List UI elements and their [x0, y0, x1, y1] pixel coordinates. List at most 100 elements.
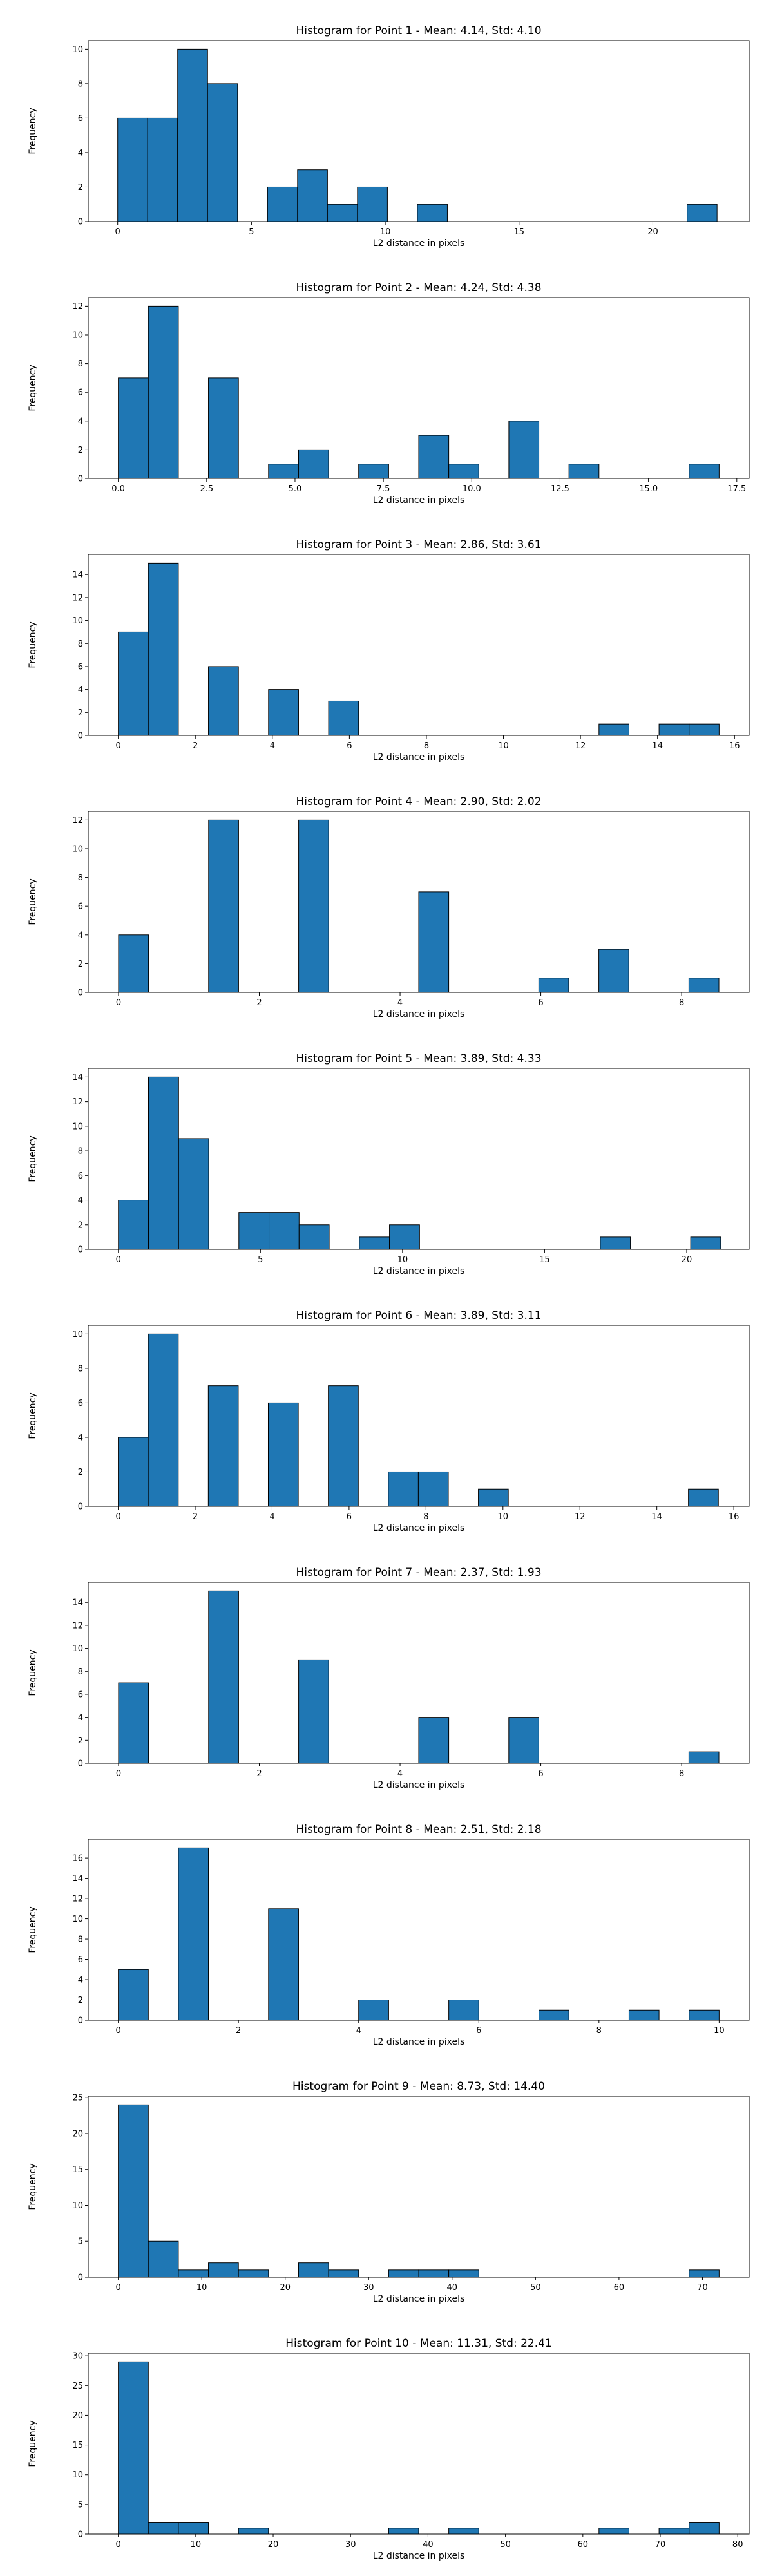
histogram-bar — [417, 204, 448, 222]
x-tick-label: 12 — [575, 1512, 586, 1522]
x-tick-label: 30 — [345, 2540, 356, 2550]
histogram-bar — [478, 1488, 509, 1507]
histogram-bar — [208, 666, 239, 736]
y-axis-label: Frequency — [28, 2163, 38, 2210]
histogram-bar — [298, 819, 329, 993]
y-tick-label: 6 — [78, 902, 83, 912]
histogram-bar — [238, 2528, 269, 2535]
x-tick-label: 0 — [115, 2283, 120, 2293]
x-tick-label: 2 — [256, 998, 262, 1008]
histogram-bar — [448, 2528, 479, 2535]
x-tick-label: 4 — [397, 1769, 403, 1779]
y-tick-label: 20 — [72, 2129, 83, 2139]
chart-panel-10: Histogram for Point 10 - Mean: 11.31, St… — [28, 2337, 750, 2561]
y-tick-label: 5 — [78, 2237, 83, 2247]
x-axis-label: L2 distance in pixels — [373, 495, 465, 506]
y-tick-label: 4 — [78, 417, 83, 426]
y-tick-label: 8 — [78, 79, 83, 89]
x-tick-label: 40 — [423, 2540, 434, 2550]
histogram-bar — [689, 464, 720, 479]
x-tick-label: 0 — [116, 998, 121, 1008]
plot-frame — [88, 1325, 750, 1507]
y-tick-label: 10 — [72, 2470, 83, 2480]
histogram-bar — [448, 2000, 479, 2021]
histogram-bar — [357, 186, 388, 222]
x-tick-label: 4 — [397, 998, 403, 1008]
histogram-bar — [207, 83, 238, 222]
histogram-bar — [598, 2528, 629, 2535]
chart-title: Histogram for Point 4 - Mean: 2.90, Std:… — [296, 795, 541, 808]
histogram-bar — [118, 1969, 149, 2021]
y-tick-label: 12 — [72, 1097, 83, 1107]
y-tick-label: 8 — [78, 873, 83, 883]
histogram-bar — [388, 2528, 419, 2535]
y-tick-label: 10 — [72, 616, 83, 626]
histogram-bar — [448, 464, 479, 479]
x-tick-label: 6 — [476, 2026, 481, 2036]
y-tick-label: 6 — [78, 1955, 83, 1965]
x-tick-label: 20 — [647, 227, 658, 237]
x-tick-label: 2.5 — [200, 484, 213, 494]
histogram-bar — [538, 978, 569, 993]
y-tick-label: 2 — [78, 1220, 83, 1230]
x-tick-label: 2 — [236, 2026, 241, 2036]
chart-title: Histogram for Point 9 - Mean: 8.73, Std:… — [292, 2080, 545, 2093]
y-tick-label: 8 — [78, 639, 83, 649]
histogram-bar — [267, 1402, 299, 1507]
x-tick-label: 5 — [258, 1255, 263, 1265]
y-tick-label: 15 — [72, 2165, 83, 2175]
y-tick-label: 25 — [72, 2382, 83, 2391]
histogram-bar — [328, 1385, 359, 1507]
histogram-bar — [690, 1236, 721, 1250]
x-tick-label: 0 — [115, 741, 120, 751]
x-tick-label: 10 — [380, 227, 391, 237]
x-tick-label: 70 — [655, 2540, 666, 2550]
chart-panel-5: Histogram for Point 5 - Mean: 3.89, Std:… — [28, 1052, 750, 1276]
histogram-bar — [600, 1236, 631, 1250]
histogram-bar — [118, 631, 149, 736]
y-axis-label: Frequency — [28, 108, 38, 154]
y-tick-label: 5 — [78, 2500, 83, 2510]
y-tick-label: 0 — [78, 2530, 83, 2540]
histogram-bar — [688, 978, 720, 993]
x-tick-label: 16 — [729, 741, 740, 751]
chart-panel-3: Histogram for Point 3 - Mean: 2.86, Std:… — [28, 538, 750, 762]
y-tick-label: 6 — [78, 662, 83, 672]
y-tick-label: 6 — [78, 114, 83, 124]
chart-panel-9: Histogram for Point 9 - Mean: 8.73, Std:… — [28, 2080, 750, 2304]
chart-panel-2: Histogram for Point 2 - Mean: 4.24, Std:… — [28, 281, 750, 506]
y-tick-label: 30 — [72, 2352, 83, 2362]
y-tick-label: 15 — [72, 2441, 83, 2450]
chart-title: Histogram for Point 8 - Mean: 2.51, Std:… — [296, 1823, 541, 1836]
histogram-bar — [148, 1076, 179, 1250]
y-tick-label: 0 — [78, 989, 83, 998]
y-axis-label: Frequency — [28, 1392, 38, 1439]
histogram-bar — [118, 1682, 149, 1764]
x-tick-label: 14 — [652, 741, 663, 751]
histogram-bar — [208, 819, 239, 993]
histogram-bar — [118, 2361, 149, 2535]
y-tick-label: 20 — [72, 2411, 83, 2421]
y-tick-label: 14 — [72, 1598, 83, 1608]
chart-title: Histogram for Point 6 - Mean: 3.89, Std:… — [296, 1309, 541, 1322]
x-tick-label: 6 — [347, 1512, 352, 1522]
x-tick-label: 10 — [191, 2540, 202, 2550]
x-tick-label: 70 — [697, 2283, 708, 2293]
histogram-bar — [269, 1212, 300, 1250]
histogram-bar — [358, 464, 389, 479]
histogram-bar — [448, 2269, 479, 2278]
histogram-bar — [118, 2104, 149, 2278]
chart-title: Histogram for Point 1 - Mean: 4.14, Std:… — [296, 24, 541, 37]
x-tick-label: 0.0 — [111, 484, 125, 494]
x-tick-label: 15 — [539, 1255, 550, 1265]
x-tick-label: 20 — [280, 2283, 291, 2293]
plot-frame — [88, 1582, 750, 1764]
histogram-bar — [598, 949, 629, 993]
y-tick-label: 0 — [78, 732, 83, 741]
y-tick-label: 0 — [78, 475, 83, 484]
histogram-bar — [658, 2528, 690, 2535]
x-axis-label: L2 distance in pixels — [373, 1523, 465, 1533]
x-tick-label: 0 — [115, 1512, 120, 1522]
histogram-bar — [208, 2262, 239, 2278]
y-tick-label: 12 — [72, 816, 83, 826]
